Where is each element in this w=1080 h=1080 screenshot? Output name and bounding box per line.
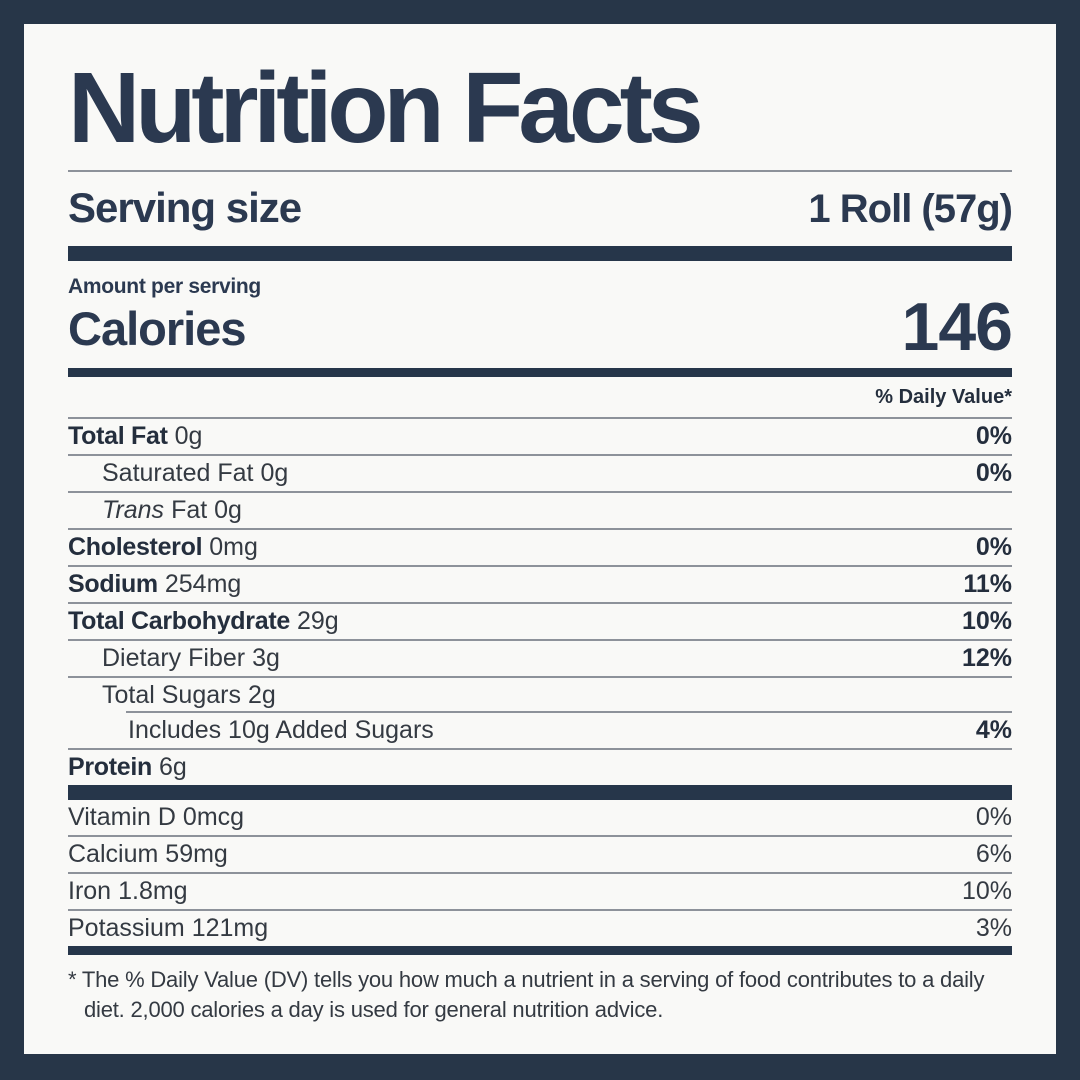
nutrient-daily-value: 12%	[961, 644, 1012, 672]
nutrient-row: Trans Fat 0g	[68, 493, 1012, 530]
nutrient-amount: 29g	[296, 607, 339, 635]
calories-value: 146	[901, 289, 1013, 365]
nutrient-row: Protein 6g	[68, 750, 1012, 785]
nutrient-name: Dietary Fiber	[102, 644, 246, 672]
nutrient-name: Potassium	[68, 914, 185, 942]
nutrient-text: Total Sugars 2g	[68, 681, 276, 710]
nutrient-text: Total Carbohydrate 29g	[68, 607, 339, 636]
nutrient-name: Total Sugars	[102, 681, 241, 709]
nutrient-name: Sodium	[68, 570, 158, 598]
nutrient-amount: Fat 0g	[171, 496, 242, 524]
nutrient-row: Calcium 59mg 6%	[68, 837, 1012, 874]
nutrient-text: Vitamin D 0mcg	[68, 803, 244, 832]
nutrient-name: Protein	[68, 753, 153, 781]
daily-value-header: % Daily Value*	[68, 377, 1012, 419]
indented-rule	[126, 711, 1012, 713]
nutrient-daily-value: 0%	[975, 422, 1012, 450]
nutrient-amount: 6g	[159, 753, 187, 781]
nutrient-name: Saturated Fat	[102, 459, 254, 487]
amount-per-serving-label: Amount per serving	[68, 275, 261, 298]
calories-labels: Amount per serving Calories	[68, 275, 261, 356]
nutrient-name: Total Carbohydrate	[68, 607, 290, 635]
nutrient-text: Sodium 254mg	[68, 570, 241, 599]
nutrient-row: Iron 1.8mg 10%	[68, 874, 1012, 911]
nutrient-row: Dietary Fiber 3g 12%	[68, 641, 1012, 678]
nutrient-name: Cholesterol	[68, 533, 203, 561]
nutrient-name: Iron	[68, 877, 112, 905]
nutrient-row: Total Fat 0g 0%	[68, 419, 1012, 456]
nutrient-daily-value: 0%	[975, 803, 1012, 831]
nutrient-name: Calcium	[68, 840, 159, 868]
nutrient-amount: 0mg	[209, 533, 258, 561]
nutrient-name: Includes 10g Added Sugars	[128, 716, 434, 744]
nutrient-daily-value: 11%	[963, 570, 1012, 598]
nutrient-text: Includes 10g Added Sugars	[68, 716, 434, 745]
calories-row: Amount per serving Calories 146	[68, 261, 1013, 368]
serving-size-row: Serving size 1 Roll (57g)	[68, 172, 1013, 246]
nutrient-amount: 254mg	[164, 570, 242, 598]
nutrient-row: Potassium 121mg 3%	[68, 911, 1012, 946]
nutrient-text: Calcium 59mg	[68, 840, 228, 869]
nutrient-daily-value: 4%	[975, 716, 1012, 744]
nutrition-facts-label: Nutrition Facts Serving size 1 Roll (57g…	[24, 24, 1056, 1054]
nutrient-daily-value: 0%	[975, 459, 1012, 487]
title-divider	[68, 170, 1012, 172]
nutrient-daily-value: 3%	[975, 914, 1012, 942]
nutrient-row: Sodium 254mg 11%	[68, 567, 1012, 604]
nutrient-daily-value: 10%	[961, 607, 1012, 635]
section-divider-bar	[68, 785, 1012, 800]
nutrient-row: Includes 10g Added Sugars 4%	[68, 711, 1012, 750]
page-title: Nutrition Facts	[68, 52, 704, 164]
section-divider-bar	[68, 368, 1012, 377]
nutrient-text: Saturated Fat 0g	[68, 459, 288, 488]
calories-label: Calories	[68, 302, 246, 355]
section-divider-bar	[68, 246, 1012, 261]
nutrient-amount: 121mg	[191, 914, 269, 942]
nutrient-row: Vitamin D 0mcg 0%	[68, 800, 1012, 837]
micronutrient-table: Vitamin D 0mcg 0% Calcium 59mg 6% Iron 1.8m…	[68, 800, 1012, 946]
nutrient-name: Trans	[102, 496, 165, 524]
nutrient-name: Total Fat	[68, 422, 168, 450]
serving-size-value: 1 Roll (57g)	[808, 187, 1013, 231]
daily-value-footnote: * The % Daily Value (DV) tells you how m…	[68, 967, 985, 1022]
serving-size-label: Serving size	[68, 184, 302, 231]
nutrient-text: Total Fat 0g	[68, 422, 202, 451]
nutrient-name: Vitamin D	[68, 803, 176, 831]
nutrient-daily-value: 10%	[961, 877, 1012, 905]
nutrient-table: Total Fat 0g 0% Saturated Fat 0g 0% Trans F…	[68, 419, 1012, 785]
nutrient-amount: 1.8mg	[118, 877, 188, 905]
nutrient-text: Potassium 121mg	[68, 914, 268, 943]
nutrient-text: Protein 6g	[68, 753, 187, 782]
nutrient-row: Cholesterol 0mg 0%	[68, 530, 1012, 567]
nutrient-amount: 0mcg	[182, 803, 245, 831]
nutrient-amount: 0g	[174, 422, 203, 450]
nutrient-amount: 3g	[252, 644, 280, 672]
nutrient-text: Dietary Fiber 3g	[68, 644, 280, 673]
nutrient-row: Total Sugars 2g	[68, 678, 1012, 713]
nutrient-row: Saturated Fat 0g 0%	[68, 456, 1012, 493]
nutrient-text: Trans Fat 0g	[68, 496, 242, 525]
nutrient-text: Cholesterol 0mg	[68, 533, 258, 562]
nutrient-amount: 59mg	[165, 840, 228, 868]
section-divider-bar	[68, 946, 1012, 955]
nutrient-text: Iron 1.8mg	[68, 877, 188, 906]
nutrient-daily-value: 6%	[975, 840, 1012, 868]
nutrient-amount: 2g	[247, 681, 276, 709]
nutrient-row: Total Carbohydrate 29g 10%	[68, 604, 1012, 641]
nutrient-amount: 0g	[260, 459, 289, 487]
nutrient-daily-value: 0%	[975, 533, 1012, 561]
